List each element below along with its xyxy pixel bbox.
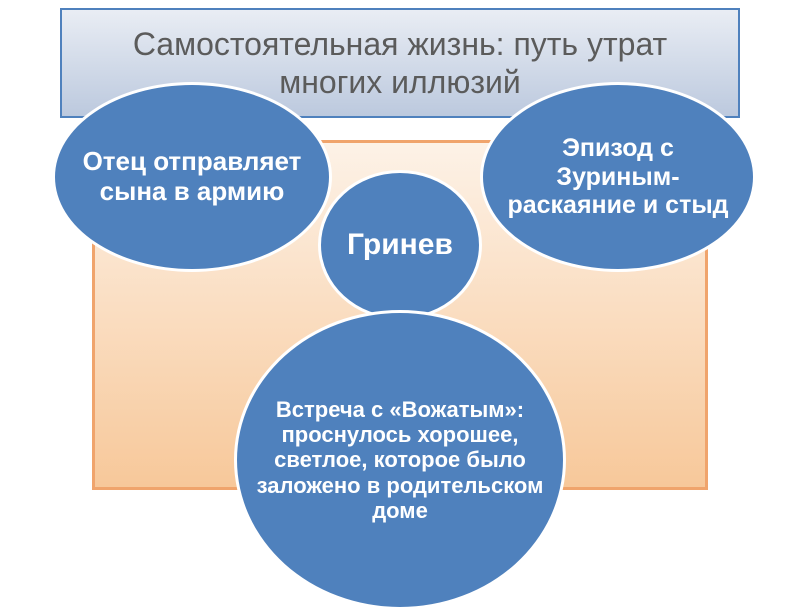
node-left-label: Отец отправляет сына в армию [73, 147, 311, 207]
node-bottom-label: Встреча с «Вожатым»: проснулось хорошее,… [255, 397, 545, 523]
node-right-label: Эпизод с Зуриным- раскаяние и стыд [501, 134, 735, 220]
node-center-label: Гринев [347, 228, 453, 263]
node-center: Гринев [318, 170, 482, 320]
node-left: Отец отправляет сына в армию [52, 82, 332, 272]
node-bottom: Встреча с «Вожатым»: проснулось хорошее,… [234, 310, 566, 610]
node-right: Эпизод с Зуриным- раскаяние и стыд [480, 82, 756, 272]
